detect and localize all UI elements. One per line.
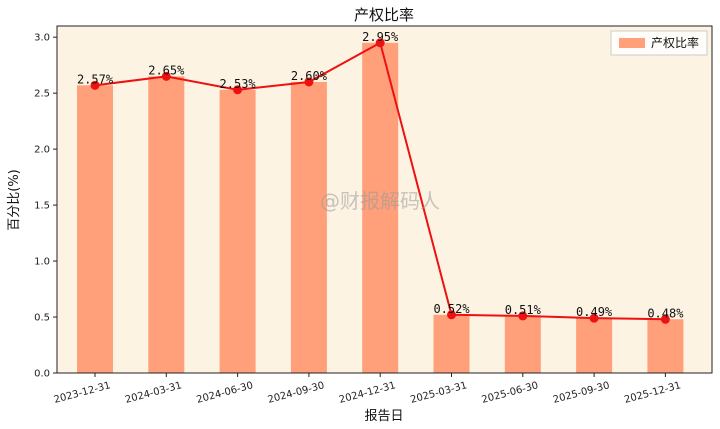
legend-label: 产权比率 [651,35,699,50]
legend-swatch [619,38,645,48]
x-tick-label: 2024-06-30 [195,380,254,406]
bar [219,89,256,373]
legend: 产权比率 [610,30,708,56]
line-point [375,38,385,48]
bar [362,42,399,374]
bar [148,76,185,373]
y-tick-label: 0.5 [34,313,50,324]
line-point [447,310,456,320]
data-label: 2.57% [77,72,114,86]
chart-title: 产权比率 [354,6,414,24]
y-tick-label: 3.0 [34,33,50,44]
data-label: 0.51% [505,303,542,317]
data-labels-group: 2.57% 2.65% 2.53% 2.60% 2.95% 0.52% 0.51% 0.49%… [77,30,684,320]
x-axis-label: 报告日 [364,409,403,424]
bars-group [77,42,684,374]
y-tick-label: 2.5 [34,89,50,100]
data-label: 0.49% [576,305,613,319]
x-tick-label: 2023-12-31 [53,380,112,406]
line-point [660,314,670,324]
watermark: @财报解码人 [320,189,440,213]
line-layer [90,38,670,324]
y-tick-label: 1.5 [34,201,50,212]
data-label: 2.60% [291,69,328,83]
y-axis-label: 百分比(%) [7,169,22,231]
bar [433,314,470,373]
y-tick-label: 0.0 [34,369,50,380]
line-point [304,77,314,87]
x-tick-label: 2025-03-31 [409,380,468,406]
x-tick-label: 2025-09-30 [552,380,611,406]
x-tick-label: 2024-03-31 [124,380,183,406]
data-label: 0.48% [647,306,684,320]
line-point [161,71,171,81]
data-label: 2.53% [220,77,257,91]
x-tick-label: 2024-09-30 [267,380,326,406]
x-tick-label: 2025-06-30 [481,380,540,406]
line-point [90,80,100,90]
y-tick-label: 1.0 [34,257,50,268]
data-label: 2.65% [148,63,185,77]
x-axis: 2023-12-31 2024-03-31 2024-06-30 2024-09-30… [53,373,682,406]
plot-frame [56,25,713,374]
y-tick-label: 2.0 [34,145,50,156]
y-axis: 0.0 0.5 1.0 1.5 2.0 2.5 3.0 [34,33,57,380]
bar [290,81,327,373]
line-point [589,313,599,323]
line-point [233,85,243,95]
data-label: 0.52% [433,302,470,316]
x-tick-label: 2025-12-31 [623,380,682,406]
bar [77,85,113,373]
bar [504,315,541,373]
line-point [518,311,528,321]
x-tick-label: 2024-12-31 [338,380,397,406]
bar [576,318,613,373]
bar [647,319,684,373]
data-label: 2.95% [362,30,399,44]
